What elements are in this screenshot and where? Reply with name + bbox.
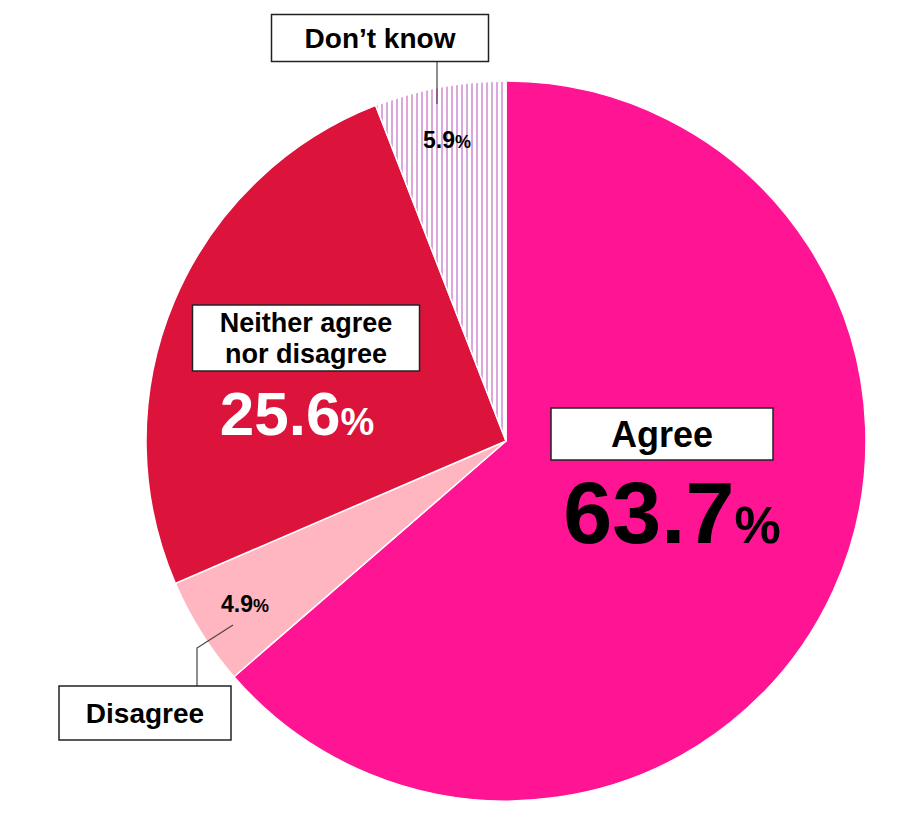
category-label: Disagree — [86, 698, 204, 729]
label-box — [272, 15, 489, 62]
slices — [146, 81, 866, 801]
data-label: 5.9% — [423, 127, 471, 153]
label-box — [59, 686, 231, 740]
labels: Agree 63.7% Disagree 4.9% Neither agreenor d… — [59, 15, 781, 741]
category-label: Don’t know — [305, 23, 456, 54]
pie-slice — [376, 81, 506, 441]
label-box — [193, 305, 420, 371]
category-label: Neither agreenor disagree — [220, 308, 393, 369]
leader-line — [436, 62, 437, 104]
data-label: 4.9% — [221, 591, 269, 617]
data-label: 63.7% — [563, 463, 781, 562]
chart: Agree 63.7% Disagree 4.9% Neither agreenor d… — [0, 0, 906, 831]
leader-line — [197, 625, 233, 686]
data-label: 25.6% — [220, 379, 374, 448]
label-box — [551, 408, 773, 460]
category-label: Agree — [611, 414, 713, 455]
